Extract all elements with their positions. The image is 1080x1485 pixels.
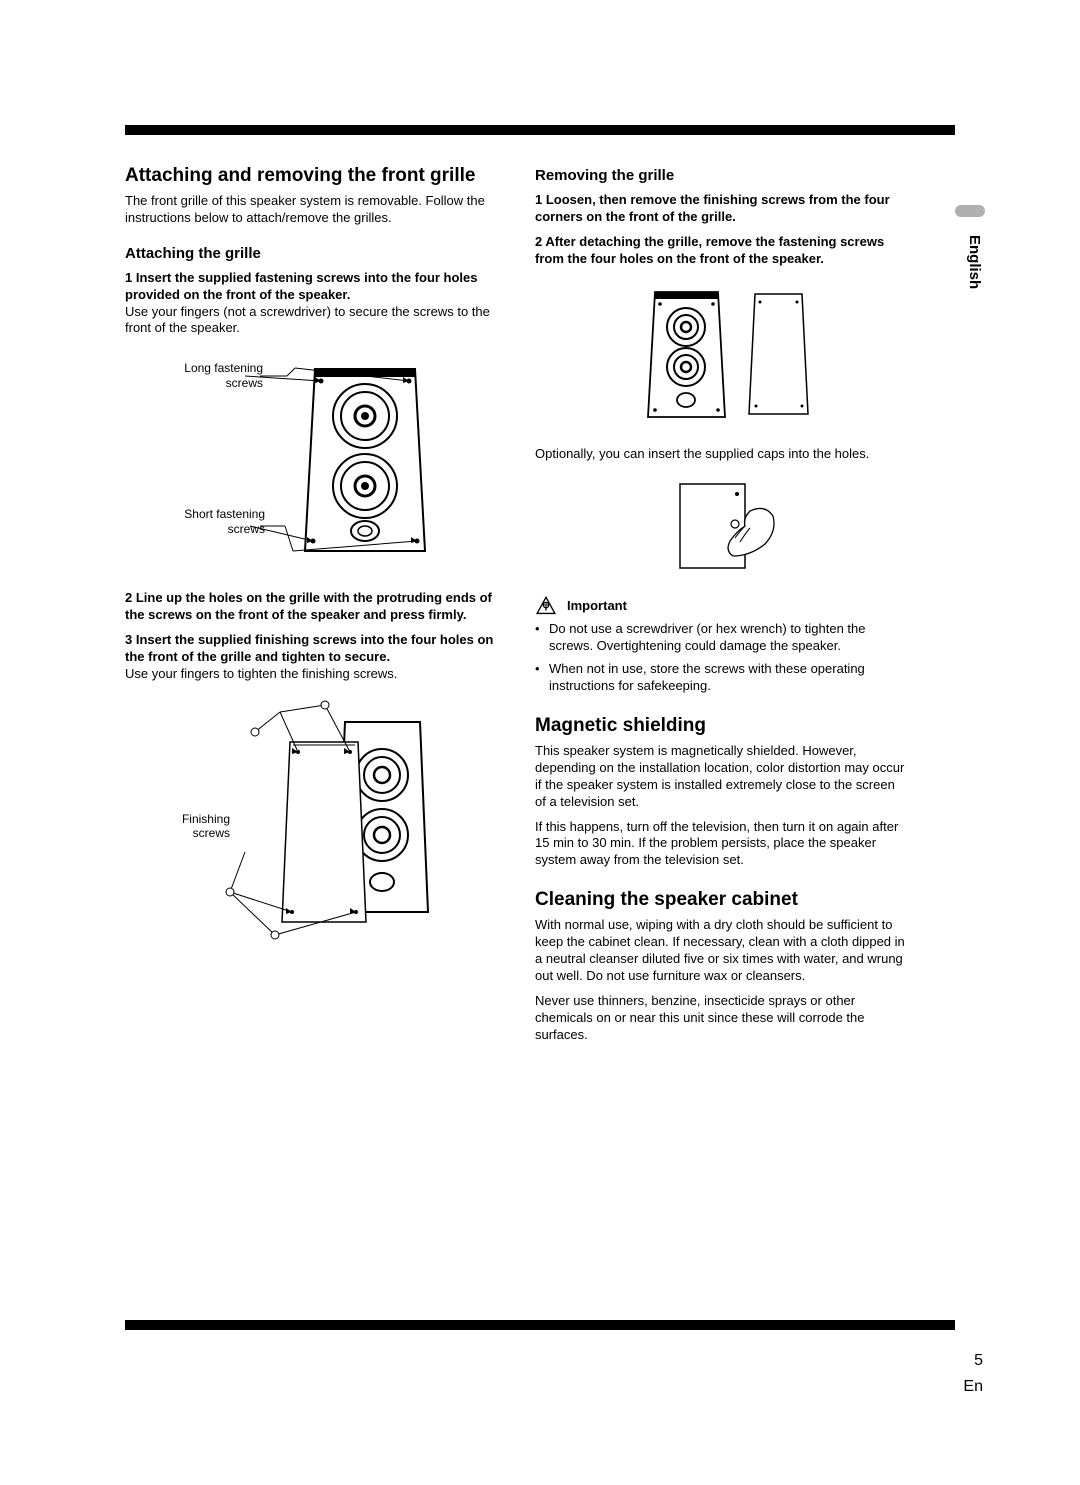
language-tab [955,205,985,217]
heading-removing: Removing the grille [535,167,905,184]
clean-p2: Never use thinners, benzine, insecticide… [535,993,905,1044]
step-text: Use your fingers to tighten the finishin… [125,666,397,681]
insert-caps-illustration [655,476,785,576]
attach-step-2: 2 Line up the holes on the grille with t… [125,590,495,624]
language-label: English [966,235,983,289]
heading-magnetic: Magnetic shielding [535,715,905,737]
remove-step-2: 2 After detaching the grille, remove the… [535,234,905,268]
figure-label-short-screws: Short fasteningscrews [165,507,265,536]
attach-step-3: 3 Insert the supplied finishing screws i… [125,632,495,683]
header-rule [125,125,955,135]
clean-p1: With normal use, wiping with a dry cloth… [535,917,905,985]
warning-icon [535,595,557,615]
figure-remove-grille [535,282,905,432]
left-column: Attaching and removing the front grille … [125,165,495,1051]
intro-text: The front grille of this speaker system … [125,193,495,227]
figure-insert-caps [535,476,905,581]
step-bold: 3 Insert the supplied finishing screws i… [125,632,493,664]
important-list: Do not use a screwdriver (or hex wrench)… [535,621,905,695]
mag-p1: This speaker system is magnetically shie… [535,743,905,811]
important-label: Important [567,598,627,613]
important-bullet-2: When not in use, store the screws with t… [549,661,905,695]
step-bold: 2 Line up the holes on the grille with t… [125,590,492,622]
caption-caps: Optionally, you can insert the supplied … [535,446,905,463]
heading-cleaning: Cleaning the speaker cabinet [535,889,905,911]
figure-grille-attach: Finishingscrews [125,697,495,952]
figure-label-long-screws: Long fasteningscrews [173,361,263,390]
step-bold: 2 After detaching the grille, remove the… [535,234,884,266]
mag-p2: If this happens, turn off the television… [535,819,905,870]
important-row: Important [535,595,905,615]
right-column: Removing the grille 1 Loosen, then remov… [535,165,905,1051]
footer-rule [125,1320,955,1330]
page-number: 5 [974,1352,983,1370]
step-bold: 1 Loosen, then remove the finishing scre… [535,192,890,224]
remove-step-1: 1 Loosen, then remove the finishing scre… [535,192,905,226]
heading-attach-remove: Attaching and removing the front grille [125,165,495,187]
page-language-code: En [963,1378,983,1396]
attach-step-1: 1 Insert the supplied fastening screws i… [125,270,495,338]
main-content: Attaching and removing the front grille … [125,165,905,1051]
step-text: Use your fingers (not a screwdriver) to … [125,304,490,336]
remove-grille-illustration [610,282,830,427]
figure-label-finishing-screws: Finishingscrews [160,812,230,841]
step-bold: 1 Insert the supplied fastening screws i… [125,270,478,302]
figure-speaker-screws: Long fasteningscrews Short fasteningscre… [125,351,495,576]
important-bullet-1: Do not use a screwdriver (or hex wrench)… [549,621,905,655]
heading-attaching: Attaching the grille [125,245,495,262]
